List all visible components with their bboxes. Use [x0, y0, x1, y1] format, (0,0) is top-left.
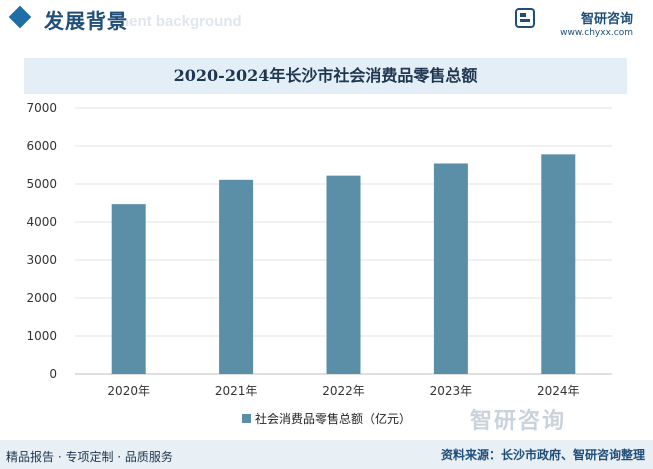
footer-brand: 智研咨询	[470, 409, 567, 434]
legend-swatch	[241, 414, 251, 423]
footer-bar: 精品报告 · 专项定制 · 品质服务 资料来源：长沙市政府、智研咨询整理	[0, 440, 653, 469]
y-tick-label: 2000	[26, 291, 57, 305]
x-tick-label: 2024年	[537, 384, 580, 398]
brand-logo-icon	[515, 8, 535, 28]
x-tick-label: 2023年	[430, 384, 473, 398]
brand: 智研咨询 www.chyxx.com	[515, 6, 633, 42]
y-tick-label: 3000	[26, 253, 57, 267]
x-tick-label: 2020年	[107, 384, 150, 398]
x-tick-label: 2021年	[215, 384, 258, 398]
y-tick-label: 4000	[26, 215, 57, 229]
section-title: 发展背景	[44, 9, 128, 33]
footer-slogan: 精品报告 · 专项定制 · 品质服务	[6, 450, 173, 464]
y-tick-label: 5000	[26, 177, 57, 191]
bar	[111, 204, 146, 374]
section-subtitle: nent background	[120, 13, 242, 30]
brand-name: 智研咨询	[580, 12, 633, 27]
footer-source: 资料来源：长沙市政府、智研咨询整理	[440, 448, 645, 462]
header-bar: nent background 发展背景 智研咨询 www.chyxx.com	[0, 0, 653, 44]
chart-title: 2020-2024年长沙市社会消费品零售总额	[173, 66, 478, 85]
y-tick-label: 6000	[26, 139, 57, 153]
legend: 社会消费品零售总额（亿元）	[0, 410, 653, 427]
y-tick-label: 0	[49, 367, 57, 381]
brand-url: www.chyxx.com	[560, 28, 633, 38]
y-tick-label: 1000	[26, 329, 57, 343]
bar	[541, 154, 576, 374]
bar	[433, 163, 468, 374]
x-tick-label: 2022年	[322, 384, 365, 398]
y-tick-label: 7000	[26, 101, 57, 115]
bar	[326, 175, 361, 374]
chart-title-band: 2020-2024年长沙市社会消费品零售总额	[24, 58, 627, 94]
bar	[219, 179, 254, 374]
legend-label: 社会消费品零售总额（亿元）	[254, 412, 411, 426]
